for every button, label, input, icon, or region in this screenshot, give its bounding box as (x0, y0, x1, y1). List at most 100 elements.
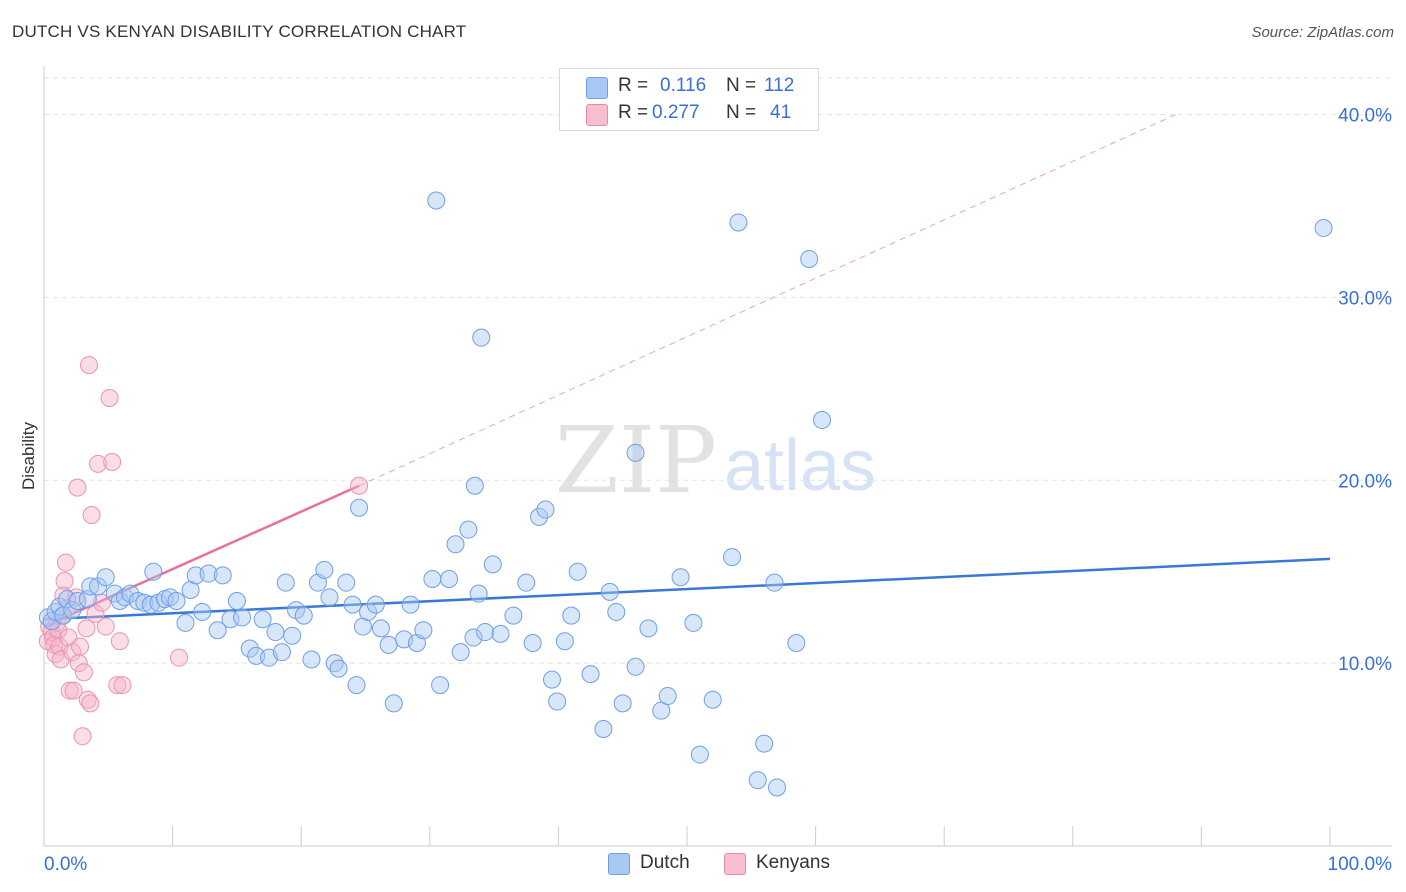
dutch-point (765, 573, 784, 592)
y-axis-label: Disability (19, 421, 38, 490)
dutch-point (459, 520, 478, 539)
dutch-point (813, 410, 832, 429)
dutch-point (729, 213, 748, 232)
dutch-point (423, 570, 442, 589)
dutch-legend-swatch (608, 853, 630, 875)
dutch-r-label: R = (618, 75, 649, 96)
kenyans-point (350, 476, 369, 495)
gridlines (44, 77, 1392, 664)
dutch-point (472, 328, 491, 347)
dutch-point (329, 659, 348, 678)
dutch-point (469, 584, 488, 603)
axes (43, 66, 1392, 847)
dutch-point (431, 676, 450, 695)
dutch-point (401, 595, 420, 614)
dutch-point (607, 602, 626, 621)
dutch-point (193, 602, 212, 621)
dutch-point (96, 568, 115, 587)
dutch-point (600, 582, 619, 601)
y-tick-label: 10.0% (1338, 654, 1392, 675)
dutch-point (233, 608, 252, 627)
x-tick-label-min: 0.0% (44, 854, 87, 875)
dutch-point (613, 694, 632, 713)
dutch-point (465, 476, 484, 495)
dutch-point (359, 602, 378, 621)
dutch-point (253, 610, 272, 629)
kenyans-point (56, 553, 75, 572)
kenyans-point (73, 727, 92, 746)
dutch-point (181, 581, 200, 599)
dutch-point (343, 595, 362, 614)
dutch-point (414, 621, 433, 640)
dutch-point (464, 628, 483, 647)
kenyans-swatch (586, 104, 608, 126)
chart-title: DUTCH VS KENYAN DISABILITY CORRELATION C… (12, 22, 467, 41)
dutch-point (347, 676, 366, 695)
dutch-point (491, 624, 510, 643)
dutch-point (176, 613, 195, 632)
dutch-point (530, 507, 549, 526)
x-tick-label-max: 100.0% (1328, 854, 1393, 875)
kenyans-point (170, 648, 189, 667)
dutch-point (451, 643, 470, 662)
dutch-point (371, 619, 390, 638)
dutch-point (476, 623, 495, 642)
kenyans-point (96, 617, 115, 636)
dutch-swatch (586, 77, 608, 99)
dutch-point (768, 778, 787, 797)
dutch-point (213, 566, 232, 585)
dutch-r-value: 0.116 (660, 75, 707, 96)
watermark: ZIP atlas (555, 407, 876, 514)
dutch-point (800, 250, 819, 269)
dutch-point (366, 595, 385, 614)
dutch-point (555, 632, 574, 651)
dutch-point (483, 555, 502, 574)
dutch-point (787, 634, 806, 653)
dutch-point (141, 595, 160, 614)
dutch-point (353, 617, 372, 636)
dutch-point (748, 771, 767, 790)
dutch-n-value: 112 (764, 75, 795, 96)
dutch-point (427, 191, 446, 210)
kenyans-point (68, 478, 87, 497)
kenyans-point (82, 506, 101, 525)
dutch-point (568, 562, 587, 581)
dutch-point (221, 610, 240, 629)
kenyans-point (100, 389, 119, 407)
dutch-point (89, 577, 108, 596)
dutch-point (626, 443, 645, 462)
chart-source: Source: ZipAtlas.com (1251, 24, 1394, 41)
dutch-point (581, 665, 600, 684)
dutch-point (167, 591, 186, 610)
dutch-point (315, 560, 334, 579)
dutch-point (337, 573, 356, 592)
dutch-point (208, 621, 227, 640)
dutch-point (272, 643, 291, 662)
dutch-point (671, 568, 690, 587)
kenyans-point (80, 356, 99, 375)
kenyans-n-value: 41 (770, 102, 792, 123)
kenyans-point (86, 604, 105, 623)
dutch-point (446, 535, 465, 554)
dutch-point (703, 690, 722, 709)
dutch-point (658, 687, 677, 706)
watermark-atlas: atlas (724, 426, 876, 506)
dutch-point (517, 573, 536, 592)
dutch-point (536, 500, 555, 519)
kenyans-point (113, 676, 132, 695)
dutch-point (144, 562, 163, 581)
axis-labels: 10.0% 20.0% 30.0% 40.0% 0.0% 100.0% Disability (19, 106, 1392, 875)
kenyans-point (74, 663, 93, 682)
kenyans-trend-line (43, 484, 360, 628)
dutch-point (199, 564, 218, 583)
dutch-point (81, 577, 100, 596)
dutch-point (542, 670, 561, 689)
dutch-point (562, 606, 581, 625)
dutch-point (240, 639, 259, 658)
kenyans-point (77, 619, 96, 638)
dutch-n-label: N = (726, 75, 757, 96)
dutch-point (283, 626, 302, 645)
dutch-point (384, 694, 403, 713)
dutch-point (684, 613, 703, 632)
